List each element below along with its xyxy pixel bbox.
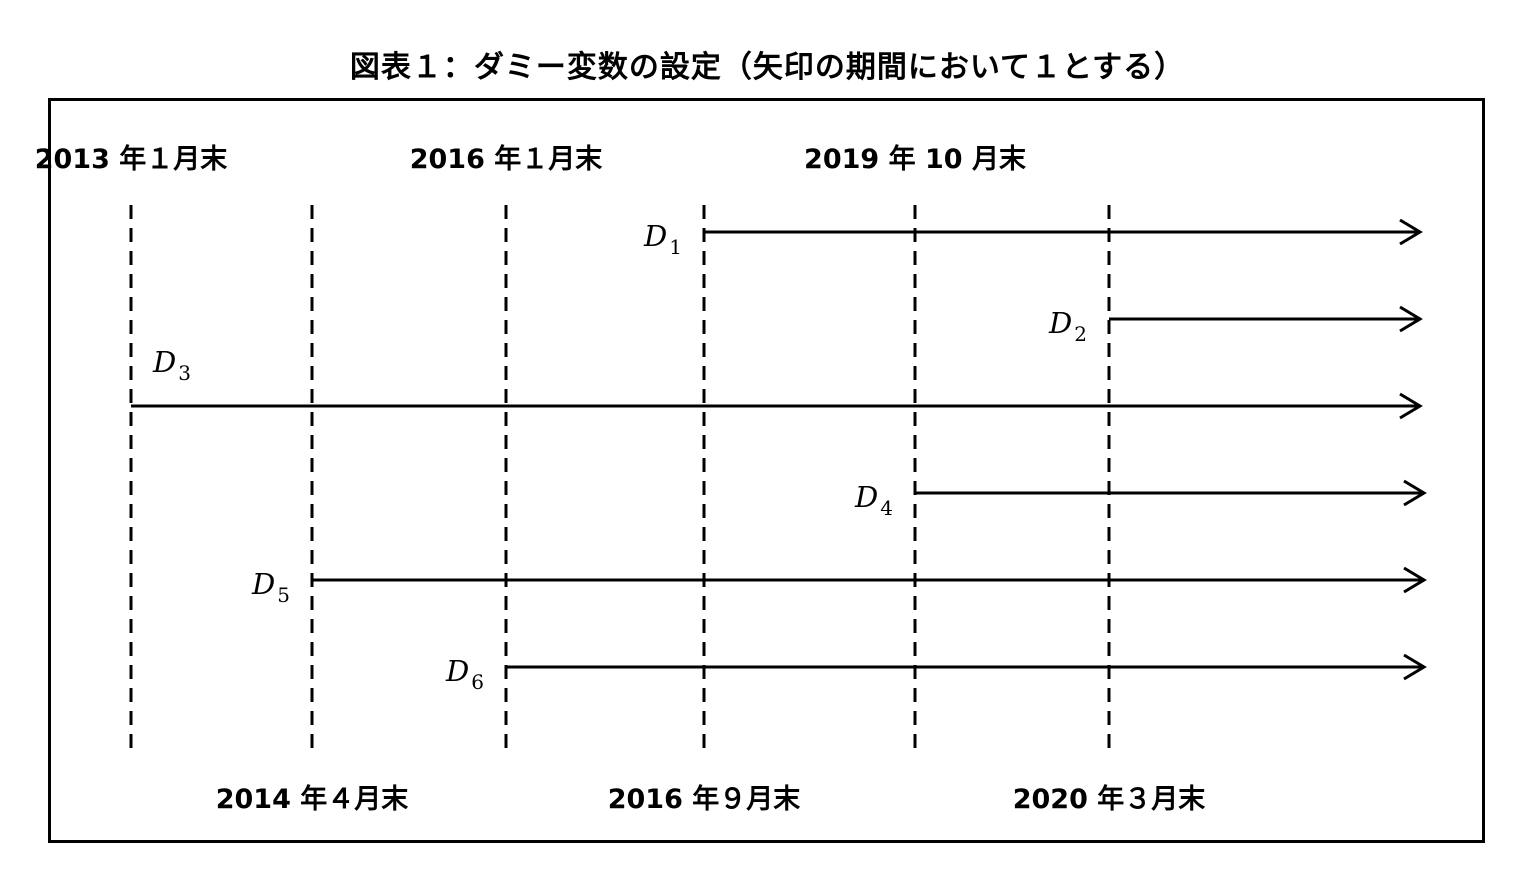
diagram-frame	[48, 98, 1485, 843]
arrow-head	[1399, 218, 1423, 246]
page-title: 図表１：ダミー変数の設定（矢印の期間において１とする）	[349, 50, 1186, 85]
date-label-d2014_04: 2014 年４月末	[216, 783, 409, 815]
dummy-label-name: D	[1048, 306, 1072, 340]
dummy-label-subscript: 2	[1074, 322, 1087, 346]
dummy-label-name: D	[854, 480, 878, 514]
date-label-d2020_03: 2020 年３月末	[1013, 783, 1206, 815]
arrow-head	[1399, 392, 1423, 420]
dummy-label-subscript: 6	[471, 670, 484, 694]
arrow-head	[1399, 305, 1423, 333]
dummy-label-name: D	[643, 219, 667, 253]
dummy-label-subscript: 1	[669, 235, 682, 259]
dummy-label-name: D	[251, 567, 275, 601]
date-label-d2013_01: 2013 年１月末	[35, 143, 228, 175]
dummy-label-subscript: 5	[277, 583, 290, 607]
dummy-arrow-5	[312, 566, 1427, 594]
dummy-arrow-1	[704, 218, 1423, 246]
dummy-label-name: D	[152, 345, 176, 379]
date-label-d2016_01: 2016 年１月末	[410, 143, 603, 175]
arrow-head	[1403, 566, 1427, 594]
dummy-label-subscript: 4	[880, 496, 893, 520]
date-labels: 2013 年１月末 2014 年４月末 2016 年１月末 2016 年９月末 2019…	[35, 143, 1206, 815]
arrow-head	[1403, 653, 1427, 681]
date-label-d2019_10: 2019 年 10 月末	[804, 143, 1026, 175]
dummy-arrow-6	[506, 653, 1427, 681]
dummy-label-name: D	[445, 654, 469, 688]
dummy-arrow-4	[915, 479, 1427, 507]
dummy-labels: D 1D 2D 3D 4D 5D 6	[152, 219, 1087, 694]
date-label-d2016_09: 2016 年９月末	[608, 783, 801, 815]
dummy-arrow-3	[131, 392, 1423, 420]
dummy-arrows	[131, 218, 1427, 681]
dummy-label-subscript: 3	[178, 361, 191, 385]
dummy-arrow-2	[1109, 305, 1423, 333]
arrow-head	[1403, 479, 1427, 507]
